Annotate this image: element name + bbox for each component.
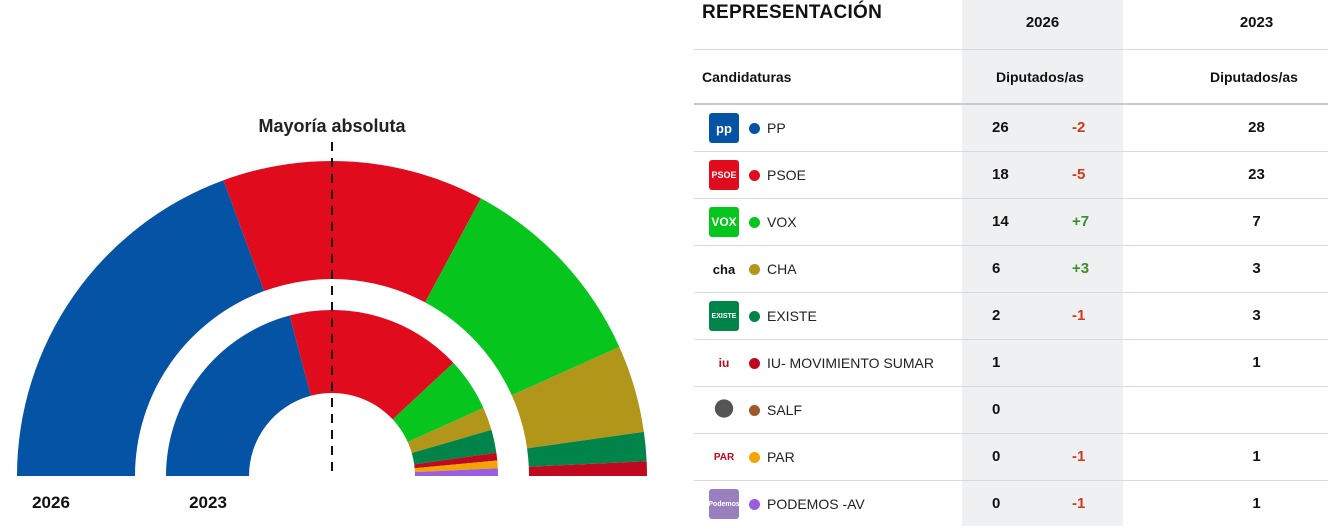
ring-label-2023: 2023: [189, 493, 227, 512]
ring-2023: [166, 310, 498, 476]
row-divider: [694, 339, 1328, 340]
column-2026-highlight: [962, 0, 1123, 526]
party-color-dot: [749, 405, 760, 416]
seats-2023: 1: [1252, 448, 1261, 465]
seats-2023: 28: [1248, 119, 1265, 136]
table-row: PSOE PSOE 18 -5 23: [694, 152, 1328, 199]
seat-arc-2023-cha: [407, 408, 492, 453]
party-color-dot: [749, 499, 760, 510]
hemicycle-chart: Mayoría absoluta 2026 2023: [17, 116, 647, 512]
seats-2026: 0: [992, 495, 1001, 512]
table-row: EXISTE EXISTE 2 -1 3: [694, 293, 1328, 340]
party-name: SALF: [767, 402, 803, 418]
seat-arc-2023-vox: [392, 362, 484, 443]
party-color-dot: [749, 358, 760, 369]
podemos-logo-icon: Podemos: [709, 489, 739, 519]
results-table: REPRESENTACIÓN 2026 2023 Candidaturas Di…: [694, 0, 1328, 526]
seat-arc-2023-iu-movimiento-sumar: [414, 452, 498, 469]
party-name: PODEMOS -AV: [767, 496, 865, 512]
seat-arc-2026-iu-movimiento-sumar: [528, 461, 647, 476]
party-color-dot: [749, 123, 760, 134]
row-divider: [694, 386, 1328, 387]
seats-change: -5: [1072, 166, 1086, 183]
seat-arc-2023-podemos-av: [414, 468, 498, 476]
row-divider: [694, 198, 1328, 199]
table-title: REPRESENTACIÓN: [702, 2, 883, 23]
iu-logo-icon: iu: [709, 348, 739, 378]
ring-2026: [17, 160, 647, 476]
divider: [694, 49, 1328, 50]
party-name: PAR: [767, 449, 795, 465]
vox-logo-icon: VOX: [709, 207, 739, 237]
psoe-logo-icon: PSOE: [709, 160, 739, 190]
seats-2023: 7: [1252, 213, 1261, 230]
row-divider: [694, 480, 1328, 481]
table-row: PAR PAR 0 -1 1: [694, 434, 1328, 481]
pp-logo-icon: pp: [709, 113, 739, 143]
table-row: pp PP 26 -2 28: [694, 105, 1328, 152]
header-year-2026: 2026: [1025, 14, 1060, 31]
table-row: Podemos PODEMOS -AV 0 -1 1: [694, 481, 1328, 528]
seat-arc-2026-cha: [511, 346, 644, 449]
table-row: iu IU- MOVIMIENTO SUMAR 1 1: [694, 340, 1328, 387]
party-color-dot: [749, 311, 760, 322]
table-row: SALF 0: [694, 387, 1328, 434]
salf-logo-icon: [709, 395, 739, 425]
seat-arc-2023-pp: [166, 315, 311, 476]
seat-arc-2026-pp: [17, 180, 265, 476]
header-diputados-2026: Diputados/as: [996, 69, 1084, 85]
seats-2026: 6: [992, 260, 1001, 277]
par-logo-icon: PAR: [709, 442, 739, 472]
seat-arc-2023-existe: [411, 429, 497, 465]
party-color-dot: [749, 264, 760, 275]
party-color-dot: [749, 170, 760, 181]
row-divider: [694, 433, 1328, 434]
seats-2023: 3: [1252, 307, 1261, 324]
seat-arc-2026-vox: [425, 198, 620, 396]
cha-logo-icon: cha: [709, 254, 739, 284]
party-name: EXISTE: [767, 308, 817, 324]
table-row: VOX VOX 14 +7 7: [694, 199, 1328, 246]
seats-2026: 0: [992, 401, 1001, 418]
header-divider: [694, 103, 1328, 105]
ring-label-2026: 2026: [32, 493, 70, 512]
header-diputados-2023: Diputados/as: [1210, 69, 1298, 85]
seats-2026: 0: [992, 448, 1001, 465]
header-candidaturas: Candidaturas: [702, 69, 792, 85]
seat-arc-2023-par: [414, 460, 498, 473]
party-name: PSOE: [767, 167, 806, 183]
seat-arc-2026-existe: [527, 431, 647, 467]
seats-2023: 3: [1252, 260, 1261, 277]
party-name: VOX: [767, 214, 797, 230]
seats-change: +7: [1072, 213, 1090, 230]
seats-2026: 2: [992, 307, 1001, 324]
party-color-dot: [749, 452, 760, 463]
seats-change: -1: [1072, 495, 1086, 512]
party-name: CHA: [767, 261, 797, 277]
seats-2026: 1: [992, 354, 1001, 371]
seat-arc-2023-psoe: [289, 310, 454, 420]
seats-2023: 1: [1252, 495, 1261, 512]
party-name: IU- MOVIMIENTO SUMAR: [767, 355, 934, 371]
seats-change: -1: [1072, 307, 1086, 324]
seats-change: +3: [1072, 260, 1090, 277]
seats-2023: 1: [1252, 354, 1261, 371]
seats-2023: 23: [1248, 166, 1265, 183]
existe-logo-icon: EXISTE: [709, 301, 739, 331]
table-row: cha CHA 6 +3 3: [694, 246, 1328, 293]
majority-label: Mayoría absoluta: [258, 116, 406, 136]
header-year-2023: 2023: [1239, 14, 1274, 31]
row-divider: [694, 245, 1328, 246]
seats-2026: 18: [992, 166, 1009, 183]
seat-arc-2026-psoe: [223, 160, 481, 303]
row-divider: [694, 292, 1328, 293]
seats-change: -1: [1072, 448, 1086, 465]
row-divider: [694, 151, 1328, 152]
party-color-dot: [749, 217, 760, 228]
seats-2026: 26: [992, 119, 1009, 136]
seats-change: -2: [1072, 119, 1086, 136]
party-name: PP: [767, 120, 786, 136]
seats-2026: 14: [992, 213, 1009, 230]
